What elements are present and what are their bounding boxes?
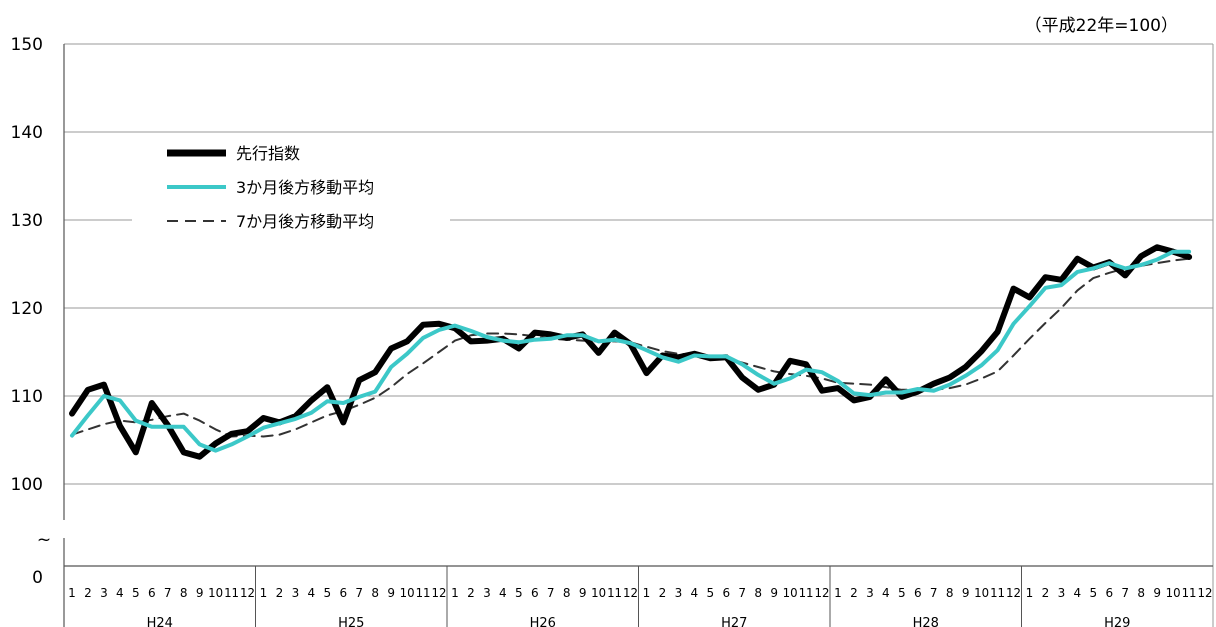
month-label: 4 [499,586,507,600]
month-label: 5 [898,586,906,600]
year-label-H24: H24 [147,616,173,627]
month-label: 4 [882,586,890,600]
month-label: 12 [1006,586,1021,600]
year-label-H29: H29 [1104,616,1130,627]
month-label: 4 [691,586,699,600]
month-label: 5 [706,586,714,600]
month-label: 11 [799,586,814,600]
month-label: 11 [990,586,1005,600]
month-label: 1 [1026,586,1034,600]
month-label: 2 [659,586,667,600]
legend: 先行指数 3か月後方移動平均 7か月後方移動平均 [132,138,450,238]
month-label: 8 [754,586,762,600]
year-label-H26: H26 [530,616,556,627]
month-label: 5 [515,586,523,600]
month-label: 2 [276,586,284,600]
month-label: 12 [1198,586,1213,600]
month-label: 10 [208,586,223,600]
month-label: 11 [1182,586,1197,600]
month-label: 10 [400,586,415,600]
month-label: 7 [738,586,746,600]
month-label: 8 [180,586,188,600]
axes [63,44,1214,627]
month-label: 2 [84,586,92,600]
month-label: 4 [1074,586,1082,600]
month-label: 9 [196,586,204,600]
year-label-H27: H27 [721,616,747,627]
series-line-0 [69,244,1193,460]
y-tick-label-130: 130 [11,211,43,231]
month-label: 8 [1137,586,1145,600]
axis-break-mark: ~ [37,530,51,550]
gridlines [64,43,1213,485]
month-label: 10 [1166,586,1181,600]
month-label: 9 [387,586,395,600]
month-label: 3 [675,586,683,600]
month-label: 7 [164,586,172,600]
month-label: 12 [240,586,255,600]
month-label: 12 [432,586,447,600]
month-label: 6 [531,586,539,600]
legend-label-3month-avg: 3か月後方移動平均 [236,178,374,197]
month-label: 11 [416,586,431,600]
month-label: 2 [850,586,858,600]
month-label: 10 [591,586,606,600]
month-label: 7 [547,586,555,600]
month-label: 12 [815,586,830,600]
month-label: 3 [1058,586,1066,600]
month-label: 5 [132,586,140,600]
y-tick-label-110: 110 [11,387,43,407]
month-label: 4 [308,586,316,600]
y-tick-label-140: 140 [11,123,43,143]
month-label: 10 [783,586,798,600]
y-tick-label-zero: 0 [32,568,43,588]
month-label: 3 [483,586,491,600]
y-tick-label-100: 100 [11,475,43,495]
month-label: 5 [323,586,331,600]
month-label: 11 [224,586,239,600]
month-label: 1 [260,586,268,600]
month-label: 3 [100,586,108,600]
month-label: 5 [1089,586,1097,600]
month-label: 1 [451,586,459,600]
y-tick-label-150: 150 [11,35,43,55]
unit-note: （平成22年=100） [1025,16,1178,36]
month-label: 1 [834,586,842,600]
y-axis-labels: 150 140 130 120 110 100 ~0 [11,35,52,588]
month-label: 8 [946,586,954,600]
month-label: 3 [292,586,300,600]
month-label: 1 [643,586,651,600]
month-label: 2 [467,586,475,600]
month-label: 1 [68,586,76,600]
month-label: 9 [962,586,970,600]
legend-label-7month-avg: 7か月後方移動平均 [236,212,374,231]
month-label: 6 [339,586,347,600]
month-label: 7 [930,586,938,600]
month-label: 6 [914,586,922,600]
series-lines [69,244,1193,460]
month-label: 7 [1121,586,1129,600]
year-label-H25: H25 [338,616,364,627]
legend-label-leading-index: 先行指数 [236,144,300,163]
month-label: 4 [116,586,124,600]
month-label: 7 [355,586,363,600]
month-label: 11 [607,586,622,600]
year-label-H28: H28 [913,616,939,627]
month-label: 6 [1105,586,1113,600]
month-label: 9 [579,586,587,600]
y-tick-label-120: 120 [11,299,43,319]
series-line-1 [70,249,1192,453]
month-label: 3 [866,586,874,600]
month-label: 6 [722,586,730,600]
month-label: 12 [623,586,638,600]
month-label: 9 [1153,586,1161,600]
month-label: 8 [371,586,379,600]
month-label: 10 [974,586,989,600]
month-label: 2 [1042,586,1050,600]
month-label: 9 [770,586,778,600]
month-label: 8 [563,586,571,600]
month-label: 6 [148,586,156,600]
